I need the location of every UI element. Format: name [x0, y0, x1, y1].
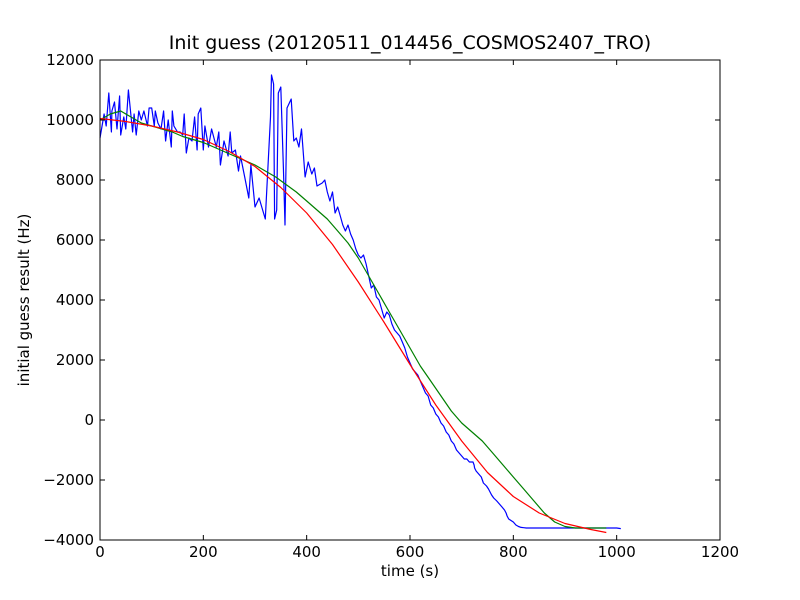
ticks-layer: 0 200 400 600 800 1000 1200 −4000 −2000 0 2000 4000…: [43, 51, 739, 561]
y-tick-label: 6000: [56, 231, 94, 249]
y-tick-label: 4000: [56, 291, 94, 309]
y-tick-label: 2000: [56, 351, 94, 369]
y-axis-label: initial guess result (Hz): [15, 214, 33, 387]
x-tick-label: 1000: [598, 543, 636, 561]
y-tick-label: 10000: [46, 111, 94, 129]
x-tick-label: 800: [499, 543, 528, 561]
x-tick-label: 1200: [701, 543, 739, 561]
y-tick-label: −4000: [43, 531, 94, 549]
y-tick-label: 12000: [46, 51, 94, 69]
y-tick-label: 8000: [56, 171, 94, 189]
x-axis-label: time (s): [381, 562, 439, 580]
x-tick-label: 600: [396, 543, 425, 561]
y-tick-label: −2000: [43, 471, 94, 489]
x-tick-label: 0: [95, 543, 105, 561]
x-tick-label: 200: [189, 543, 218, 561]
y-tick-label: 0: [84, 411, 94, 429]
series-line-2: [99, 110, 607, 529]
chart-title: Init guess (20120511_014456_COSMOS2407_T…: [169, 32, 651, 54]
series-line-1: [99, 74, 621, 530]
x-tick-label: 400: [292, 543, 321, 561]
series-layer: [99, 74, 621, 534]
series-line-3: [99, 117, 607, 534]
